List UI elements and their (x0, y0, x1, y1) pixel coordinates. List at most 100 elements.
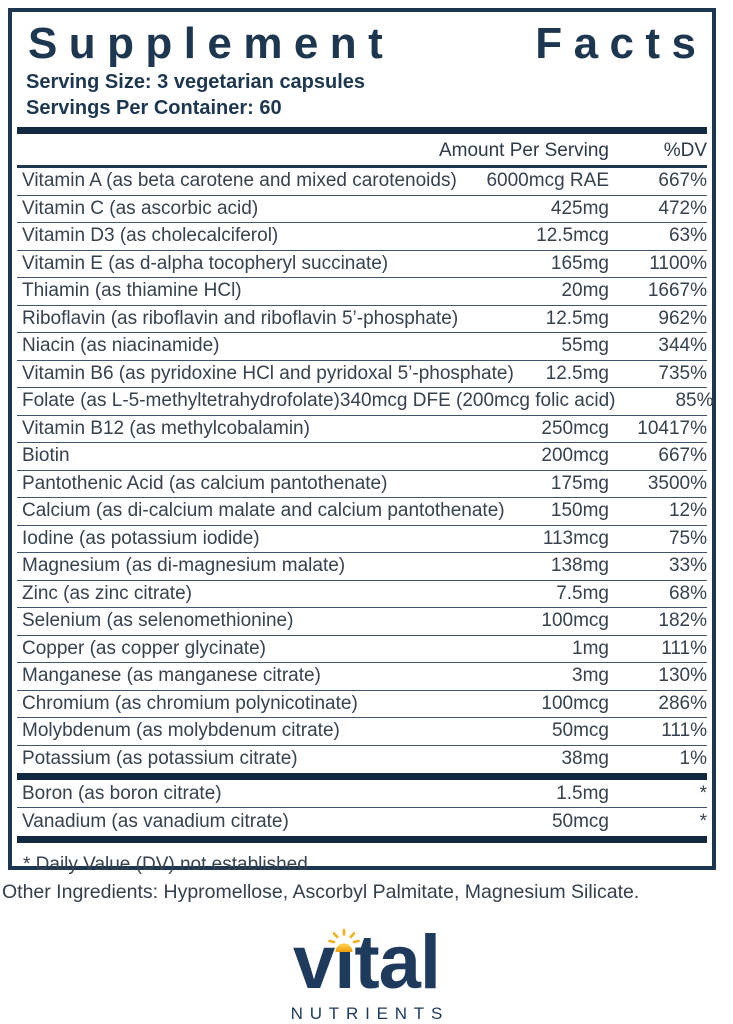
nutrient-amount: 425mg (550, 197, 609, 219)
brand-letters-tal: tal (354, 920, 441, 1005)
title-word-supplement: Supplement (28, 19, 395, 68)
nutrient-amount: 175mg (550, 472, 609, 494)
nutrient-amount: 250mcg (541, 417, 609, 439)
nutrient-dv: 667% (658, 445, 707, 467)
nutrient-dv: 1% (679, 748, 707, 770)
table-row: Vitamin D3 (as cholecalciferol) 12.5mcg … (17, 223, 707, 251)
vital-nutrients-logo: v ıtal NUTRI (0, 925, 733, 1024)
header-amount-per-serving: Amount Per Serving (438, 140, 609, 161)
nutrient-name: Vitamin D3 (as cholecalciferol) (22, 225, 279, 247)
nutrient-name: Pantothenic Acid (as calcium pantothenat… (22, 472, 388, 494)
no-dv-rows: Boron (as boron citrate) 1.5mg * Vanadiu… (17, 780, 707, 836)
nutrient-name: Vitamin B12 (as methylcobalamin) (22, 417, 310, 439)
nutrient-name: Selenium (as selenomethionine) (22, 610, 294, 632)
table-row: Thiamin (as thiamine HCl) 20mg 1667% (17, 278, 707, 306)
divider-bar-top (17, 127, 707, 134)
nutrient-amount: 138mg (550, 555, 609, 577)
nutrient-dv: 10417% (637, 417, 707, 439)
servings-per-container: Servings Per Container: 60 (26, 97, 282, 119)
table-row: Vitamin C (as ascorbic acid) 425mg 472% (17, 196, 707, 223)
header-percent-dv: %DV (663, 140, 707, 161)
table-row: Chromium (as chromium polynicotinate) 10… (17, 691, 707, 718)
nutrient-amount: 340mcg DFE (200mcg folic acid) (339, 390, 616, 412)
nutrient-amount: 1mg (572, 637, 609, 659)
brand-letter-i-wrap: ı (328, 925, 361, 1001)
nutrient-amount: 150mg (550, 500, 609, 522)
table-header: Amount Per Serving %DV (17, 134, 707, 165)
nutrient-amount: 55mg (561, 335, 609, 357)
serving-size: Serving Size: 3 vegetarian capsules (26, 71, 366, 93)
nutrient-dv: 472% (658, 197, 707, 219)
table-row: Potassium (as potassium citrate) 38mg 1% (17, 746, 707, 774)
nutrient-dv: 130% (658, 665, 707, 687)
nutrient-amount: 3mg (572, 665, 609, 687)
nutrient-dv: 344% (658, 335, 707, 357)
table-row: Molybdenum (as molybdenum citrate) 50mcg… (17, 718, 707, 746)
nutrient-amount: 38mg (561, 748, 609, 770)
table-row: Vitamin B12 (as methylcobalamin) 250mcg … (17, 416, 707, 443)
table-row: Vitamin E (as d-alpha tocopheryl succina… (17, 251, 707, 278)
table-row: Copper (as copper glycinate) 1mg 111% (17, 636, 707, 663)
nutrient-name: Boron (as boron citrate) (22, 782, 222, 804)
nutrient-name: Niacin (as niacinamide) (22, 335, 220, 357)
serving-info: Serving Size: 3 vegetarian capsules Serv… (12, 66, 712, 121)
nutrient-dv: 3500% (647, 472, 707, 494)
nutrient-dv: 111% (661, 637, 707, 659)
brand-subtext: NUTRIENTS (290, 1004, 450, 1023)
nutrient-amount: 7.5mg (556, 582, 609, 604)
divider-bar-bottom (17, 836, 707, 843)
table-row: Magnesium (as di-magnesium malate) 138mg… (17, 553, 707, 581)
nutrient-dv: 12% (668, 500, 707, 522)
nutrient-rows: Vitamin A (as beta carotene and mixed ca… (17, 168, 713, 774)
nutrient-amount: 20mg (561, 280, 609, 302)
table-row: Iodine (as potassium iodide) 113mcg 75% (17, 526, 707, 553)
nutrient-amount: 100mcg (541, 610, 609, 632)
nutrient-name: Zinc (as zinc citrate) (22, 582, 192, 604)
nutrient-dv: 75% (668, 527, 707, 549)
nutrient-name: Thiamin (as thiamine HCl) (22, 280, 242, 302)
nutrient-name: Molybdenum (as molybdenum citrate) (22, 720, 340, 742)
nutrient-name: Magnesium (as di-magnesium malate) (22, 555, 346, 577)
table-row: Pantothenic Acid (as calcium pantothenat… (17, 471, 707, 498)
brand-letter-v: v (292, 920, 335, 1005)
nutrient-name: Copper (as copper glycinate) (22, 637, 266, 659)
nutrient-name: Folate (as L-5-methyltetrahydrofolate) (22, 390, 340, 412)
nutrient-amount: 100mcg (541, 692, 609, 714)
nutrient-name: Potassium (as potassium citrate) (22, 748, 298, 770)
table-row: Niacin (as niacinamide) 55mg 344% (17, 333, 707, 361)
table-row: Vitamin B6 (as pyridoxine HCl and pyrido… (17, 361, 707, 388)
header-rule (17, 165, 707, 168)
nutrient-name: Riboflavin (as riboflavin and riboflavin… (22, 307, 459, 329)
table-row: Vanadium (as vanadium citrate) 50mcg * (17, 808, 707, 836)
facts-box: Supplement Facts Serving Size: 3 vegetar… (8, 8, 716, 875)
nutrient-amount: 113mcg (542, 527, 609, 549)
nutrient-dv: 33% (668, 555, 707, 577)
nutrient-dv: 1100% (649, 252, 707, 274)
nutrient-dv: 63% (668, 225, 707, 247)
nutrient-dv: * (699, 811, 707, 832)
brand-wordmark: v ıtal (0, 925, 733, 1001)
table-row: Boron (as boron citrate) 1.5mg * (17, 780, 707, 808)
nutrient-amount: 6000mcg RAE (486, 170, 609, 192)
nutrient-amount: 12.5mg (545, 362, 609, 384)
nutrient-dv: 667% (658, 170, 707, 192)
nutrient-name: Vitamin E (as d-alpha tocopheryl succina… (22, 252, 389, 274)
table-row: Riboflavin (as riboflavin and riboflavin… (17, 306, 707, 333)
nutrient-dv: 735% (658, 362, 707, 384)
nutrient-dv: 85% (675, 390, 714, 412)
table-row: Calcium (as di-calcium malate and calciu… (17, 498, 707, 526)
nutrient-name: Iodine (as potassium iodide) (22, 527, 260, 549)
table-row: Zinc (as zinc citrate) 7.5mg 68% (17, 581, 707, 608)
table-row: Manganese (as manganese citrate) 3mg 130… (17, 663, 707, 691)
sun-icon (328, 928, 361, 952)
nutrient-name: Vitamin A (as beta carotene and mixed ca… (22, 170, 457, 192)
nutrient-amount: 200mcg (541, 445, 609, 467)
nutrient-dv: * (699, 782, 707, 804)
nutrient-dv: 182% (658, 610, 707, 632)
nutrient-amount: 12.5mcg (536, 225, 609, 247)
nutrient-name: Biotin (22, 445, 70, 467)
nutrient-amount: 1.5mg (556, 782, 609, 804)
table-row: Folate (as L-5-methyltetrahydrofolate) 3… (17, 388, 713, 416)
supplement-facts-title: Supplement Facts (12, 12, 712, 66)
nutrient-name: Vitamin C (as ascorbic acid) (22, 197, 259, 219)
